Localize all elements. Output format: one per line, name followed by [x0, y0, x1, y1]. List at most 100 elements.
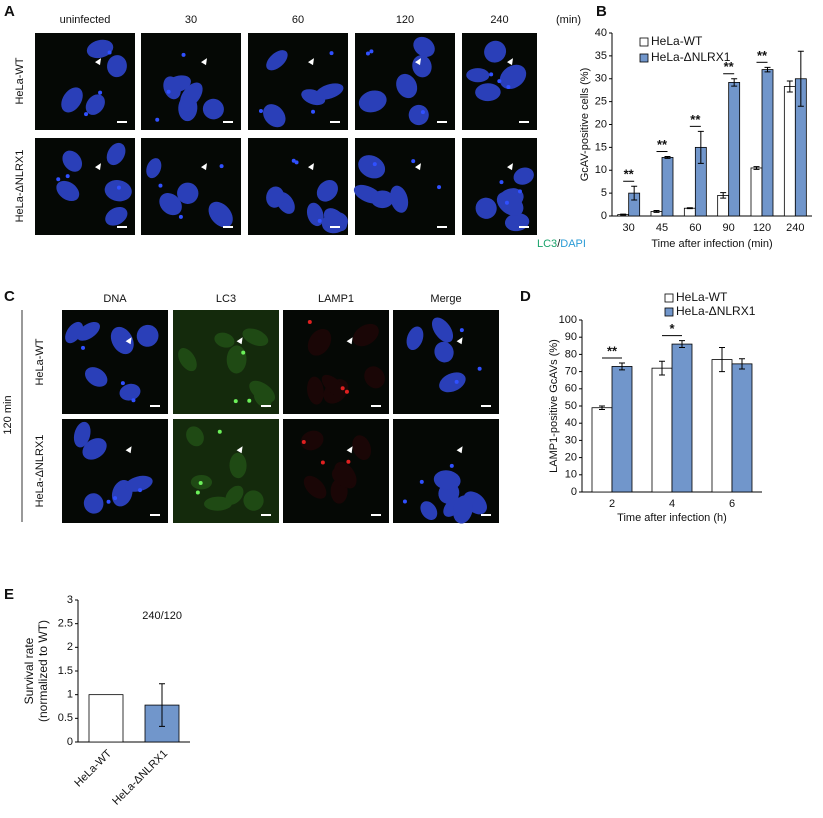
scale-bar: [150, 514, 160, 516]
legend-label: HeLa-WT: [676, 290, 728, 304]
nucleus: [499, 64, 527, 90]
error-bar: [619, 362, 625, 371]
nucleus: [243, 490, 264, 511]
scale-bar: [481, 514, 491, 516]
puncta: [369, 49, 374, 54]
y-tick-label: 2: [67, 641, 73, 653]
arrowhead: [346, 337, 353, 345]
nucleus: [214, 332, 235, 348]
stain-legend: LC3/DAPI: [537, 238, 586, 250]
nucleus: [229, 452, 247, 479]
nucleus: [125, 475, 153, 492]
puncta: [459, 328, 464, 333]
puncta: [317, 218, 322, 223]
puncta: [329, 51, 334, 56]
x-tick-label: 90: [723, 222, 735, 234]
puncta: [437, 185, 442, 190]
bar: [728, 82, 741, 217]
arrowhead: [201, 163, 207, 171]
nucleus: [358, 90, 387, 113]
puncta: [419, 479, 424, 484]
error-bar: [720, 192, 727, 199]
nucleus: [107, 55, 127, 78]
x-tick-label: 30: [623, 222, 635, 234]
puncta: [420, 110, 425, 115]
significance-label: **: [657, 137, 668, 152]
puncta: [344, 389, 349, 394]
puncta: [307, 319, 312, 324]
arrowhead: [236, 337, 243, 345]
arrowhead: [507, 163, 513, 171]
nucleus: [396, 73, 418, 99]
bar: [683, 207, 696, 217]
row-label: HeLa-WT: [34, 338, 46, 385]
error-bar: [159, 683, 165, 727]
nucleus: [316, 180, 338, 202]
nucleus: [331, 466, 357, 488]
x-axis-label: Time after infection (min): [651, 238, 772, 250]
puncta: [241, 350, 246, 355]
nucleus: [434, 341, 454, 363]
y-tick-label: 60: [565, 383, 577, 395]
puncta: [499, 180, 504, 185]
scale-bar: [371, 405, 381, 407]
nucleus: [431, 317, 454, 343]
puncta: [489, 72, 494, 77]
scale-bar: [117, 226, 127, 228]
y-tick-label: 0.5: [58, 712, 73, 724]
micrograph: [248, 33, 348, 130]
nucleus: [303, 475, 327, 499]
nucleus: [307, 376, 324, 405]
x-tick-label: HeLa-ΔNLRX1: [110, 748, 170, 808]
scale-bar: [437, 226, 447, 228]
arrowhead: [456, 337, 463, 345]
scale-bar: [150, 405, 160, 407]
puncta: [81, 345, 86, 350]
nucleus: [202, 98, 224, 120]
bar: [750, 167, 763, 217]
y-tick-label: 15: [595, 141, 607, 153]
nucleus: [412, 55, 432, 78]
puncta: [311, 109, 316, 114]
scale-bar: [117, 121, 127, 123]
puncta: [219, 164, 224, 169]
scale-bar: [223, 121, 233, 123]
puncta: [98, 90, 103, 95]
nucleus: [146, 158, 162, 179]
y-tick-label: 10: [565, 469, 577, 481]
puncta: [113, 496, 118, 501]
nucleus: [73, 421, 91, 448]
arrowhead: [95, 58, 101, 66]
legend-swatch: [639, 53, 649, 63]
nucleus: [178, 348, 197, 372]
nucleus: [300, 430, 324, 451]
nucleus: [159, 193, 182, 216]
panel-letter: E: [4, 586, 14, 603]
nucleus: [249, 380, 276, 403]
error-bar: [797, 50, 804, 107]
nucleus: [56, 180, 80, 202]
bar: [661, 157, 674, 217]
y-tick-label: 25: [595, 96, 607, 108]
y-tick-label: 3: [67, 594, 73, 606]
legend-swatch: [664, 293, 674, 303]
arrowhead: [415, 163, 421, 171]
nucleus: [83, 493, 104, 514]
nucleus: [85, 367, 108, 387]
arrowhead: [201, 58, 207, 66]
puncta: [137, 488, 142, 493]
x-tick-label: 6: [729, 498, 735, 510]
puncta: [107, 50, 112, 55]
y-tick-label: 1.5: [58, 665, 73, 677]
significance-label: **: [724, 59, 735, 74]
nucleus: [420, 501, 438, 520]
y-tick-label: 0: [571, 486, 577, 498]
error-bar: [764, 66, 771, 73]
error-bar: [786, 80, 793, 93]
legend-swatch: [639, 37, 649, 47]
puncta: [65, 174, 70, 179]
nucleus: [85, 94, 105, 115]
nucleus: [136, 324, 159, 347]
y-tick-label: 0: [67, 736, 73, 748]
nucleus: [408, 104, 429, 126]
